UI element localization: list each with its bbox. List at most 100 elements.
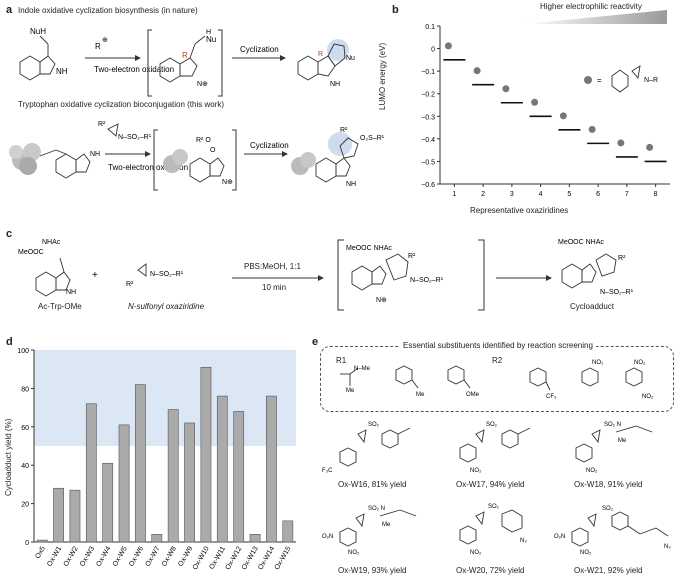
- x-tick-label: 2: [481, 191, 485, 198]
- y-tick-label: 0.1: [425, 24, 435, 31]
- oxaziridine-legend-structure: [611, 65, 641, 93]
- indolenine-intermediate-structure: [159, 35, 206, 83]
- r-electrophile-label: R: [95, 42, 101, 51]
- panel-a-schemes: NuH NH R ⊕ Two-electron oxidation R Nu H…: [9, 27, 385, 191]
- ox-w21-structure: [571, 511, 669, 547]
- yield-bar: [118, 424, 130, 543]
- substituent-box-title: Essential substituents identified by rea…: [400, 341, 596, 350]
- svg-text:N–SO₂–R¹: N–SO₂–R¹: [600, 289, 634, 296]
- gradient-label: Higher electrophilic reactivity: [540, 2, 642, 11]
- panel-d-label: d: [6, 336, 13, 348]
- svg-text:R²: R²: [98, 121, 106, 128]
- svg-text:Me: Me: [618, 438, 627, 444]
- protein-blob-3: [291, 152, 316, 175]
- oxaziridine-dot: [646, 143, 654, 151]
- svg-text:MeOOC: MeOOC: [18, 249, 44, 256]
- indole-substrate-structure: [19, 35, 56, 81]
- compound-label-ox-w16: Ox-W16, 81% yield: [338, 480, 407, 489]
- compound-label-ox-w20: Ox-W20, 72% yield: [456, 566, 525, 575]
- svg-text:MeOOC NHAc: MeOOC NHAc: [346, 245, 392, 252]
- svg-text:SO₂: SO₂: [368, 422, 380, 428]
- svg-text:N–SO₂–R¹: N–SO₂–R¹: [118, 134, 152, 141]
- svg-text:F₃C: F₃C: [322, 468, 333, 474]
- x-tick-label: 5: [567, 191, 571, 198]
- svg-text:H: H: [206, 29, 211, 36]
- x-tick-label: Ox-W7: [145, 545, 162, 567]
- reagent2-label: N-sulfonyl oxaziridine: [128, 302, 205, 311]
- svg-text:NO₂: NO₂: [586, 468, 598, 474]
- r2-nitrophenyl: [581, 367, 599, 387]
- x-tick-label: Ox-W2: [63, 545, 80, 567]
- x-tick-label: Ox-W15: [274, 545, 293, 571]
- panel-b-label: b: [392, 4, 399, 16]
- svg-text:R²: R²: [618, 255, 626, 262]
- nh-label-1: NH: [56, 67, 68, 76]
- svg-text:SO₂ N: SO₂ N: [368, 506, 385, 512]
- yield-bar: [151, 534, 163, 543]
- cycloadduct-structure: [561, 253, 617, 289]
- panel-a-label: a: [6, 4, 13, 16]
- ox-w16-structure: [339, 427, 411, 467]
- arrow-label-oxidation-1: Two-electron oxidation: [94, 65, 174, 74]
- y-tick-label: −0.4: [421, 137, 435, 144]
- svg-text:NHAc: NHAc: [42, 239, 61, 246]
- y-tick-label: 60: [21, 425, 29, 432]
- arrow-label-oxidation-2: Two-electron oxidation: [108, 163, 188, 172]
- conditions-time: 10 min: [262, 283, 287, 292]
- svg-text:R²: R²: [408, 253, 416, 260]
- y-tick-label: 40: [21, 463, 29, 470]
- bioconjugate-product-structure: [315, 137, 359, 183]
- svg-text:O₂N: O₂N: [554, 534, 565, 540]
- yield-bar: [69, 489, 81, 543]
- r1-label: R1: [336, 356, 347, 365]
- lumo-energy-chart: 0.1 0 −0.1 −0.2 −0.3 −0.4 −0.5 −0.6 1 2 3 4 5 6 7 8 = N…: [421, 24, 670, 198]
- svg-text:CF₃: CF₃: [546, 394, 557, 400]
- legend-dot: [584, 76, 592, 84]
- svg-text:R²: R²: [126, 281, 134, 288]
- r1-tolyl: [395, 365, 419, 389]
- ox-w19-structure: [339, 509, 417, 547]
- svg-text:+: +: [92, 270, 98, 281]
- x-tick-label: Ox-W5: [112, 545, 129, 567]
- bioconjugate-intermediate-structure: [189, 157, 225, 183]
- svg-text:NH: NH: [330, 81, 340, 88]
- svg-text:NO₂: NO₂: [470, 550, 482, 556]
- yield-bar: [135, 384, 146, 543]
- zwitterion-intermediate-structure: [351, 253, 409, 291]
- ox-w17-structure: [459, 427, 531, 463]
- x-tick-label: Ox5: [34, 545, 47, 560]
- nuh-label: NuH: [30, 27, 46, 36]
- legend-equals: =: [597, 76, 602, 85]
- svg-text:MeOOC NHAc: MeOOC NHAc: [558, 239, 604, 246]
- svg-text:O: O: [210, 147, 216, 154]
- svg-text:NH: NH: [66, 289, 76, 296]
- y-tick-label: 80: [21, 386, 29, 393]
- oxaziridine-dot: [473, 67, 481, 75]
- yield-bar: [233, 411, 245, 543]
- x-tick-label: Ox-W9: [177, 545, 194, 567]
- conditions-solvent: PBS:MeOH, 1:1: [244, 262, 301, 271]
- x-tick-label: 8: [654, 191, 658, 198]
- svg-text:NO₂: NO₂: [470, 468, 482, 474]
- svg-text:Nu: Nu: [346, 55, 355, 62]
- x-tick-label: Ox-W8: [161, 545, 178, 567]
- y-tick-label: −0.6: [421, 182, 435, 189]
- svg-text:N⊕: N⊕: [376, 297, 387, 304]
- y-tick-label: 0: [25, 540, 29, 547]
- svg-text:⊕: ⊕: [102, 37, 108, 44]
- svg-text:Me: Me: [416, 392, 425, 398]
- svg-text:N₃: N₃: [520, 538, 527, 544]
- svg-text:N₃: N₃: [664, 544, 671, 550]
- yield-bar: [53, 487, 64, 543]
- svg-text:NO₂: NO₂: [634, 360, 646, 366]
- svg-text:R: R: [318, 51, 323, 58]
- y-tick-label: −0.1: [421, 69, 435, 76]
- svg-text:N–Me: N–Me: [354, 366, 371, 372]
- protein-blob-2: [163, 149, 188, 173]
- ox-w18-structure: [575, 425, 653, 463]
- x-tick-label: Ox-W1: [46, 545, 63, 567]
- compound-label-ox-w21: Ox-W21, 92% yield: [574, 566, 643, 575]
- svg-text:N–SO₂–R¹: N–SO₂–R¹: [410, 277, 444, 284]
- y-tick-label: −0.5: [421, 159, 435, 166]
